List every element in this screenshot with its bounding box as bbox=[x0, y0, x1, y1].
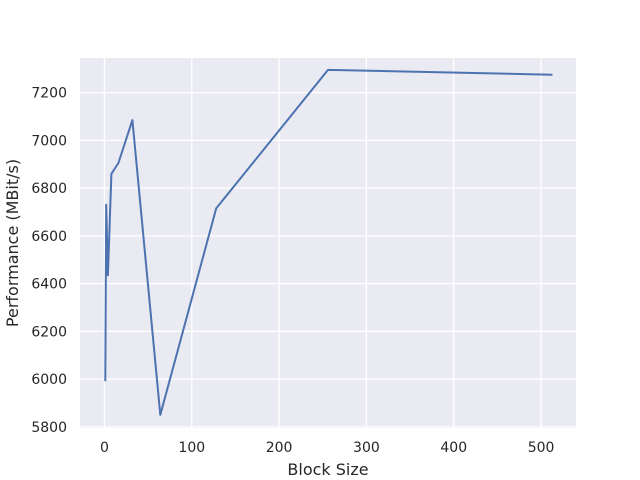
y-tick-label: 7200 bbox=[31, 86, 67, 102]
y-tick-label: 5800 bbox=[31, 420, 67, 436]
x-tick-label: 400 bbox=[440, 440, 467, 456]
y-tick-label: 6800 bbox=[31, 181, 67, 197]
x-tick-label: 100 bbox=[178, 440, 205, 456]
y-tick-label: 6000 bbox=[31, 372, 67, 388]
x-axis-label: Block Size bbox=[287, 460, 368, 479]
y-axis-label: Performance (MBit/s) bbox=[3, 159, 22, 327]
y-tick-label: 6200 bbox=[31, 324, 67, 340]
series-group bbox=[104, 68, 553, 416]
y-tick-label: 7000 bbox=[31, 133, 67, 149]
grid-lines bbox=[80, 58, 576, 428]
y-tick-label: 6400 bbox=[31, 277, 67, 293]
y-axis-ticks: 5800 6000 6200 6400 6600 6800 7000 7200 bbox=[31, 86, 67, 436]
plot-area bbox=[80, 58, 576, 428]
x-tick-label: 0 bbox=[100, 440, 109, 456]
y-tick-label: 6600 bbox=[31, 229, 67, 245]
x-axis-ticks: 0 100 200 300 400 500 bbox=[100, 440, 554, 456]
x-tick-label: 500 bbox=[528, 440, 555, 456]
series-line bbox=[104, 68, 553, 416]
x-tick-label: 300 bbox=[353, 440, 380, 456]
x-tick-label: 200 bbox=[266, 440, 293, 456]
